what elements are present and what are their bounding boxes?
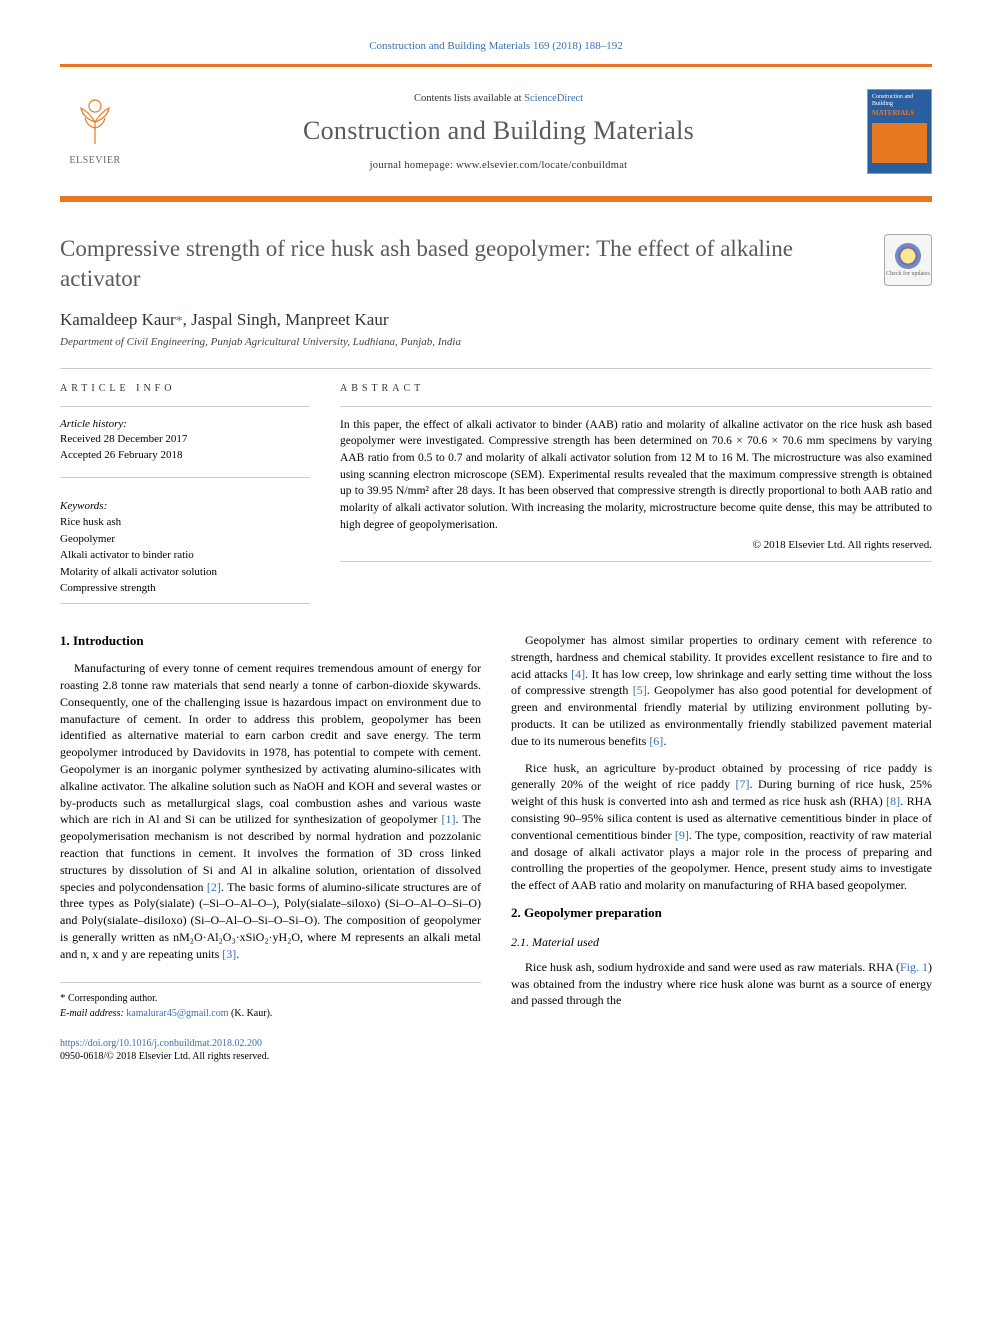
material-text-1a: Rice husk ash, sodium hydroxide and sand… xyxy=(525,960,900,974)
rule-5 xyxy=(340,561,932,562)
intro-text-1d: . xyxy=(236,947,239,961)
corr-author-label: Corresponding author. xyxy=(68,993,157,1004)
material-para-1: Rice husk ash, sodium hydroxide and sand… xyxy=(511,959,932,1009)
check-updates-badge[interactable]: Check for updates xyxy=(884,234,932,286)
homepage-prefix: journal homepage: xyxy=(370,160,456,171)
keyword: Compressive strength xyxy=(60,580,310,597)
contents-prefix: Contents lists available at xyxy=(414,93,524,104)
intro-text-1a: Manufacturing of every tonne of cement r… xyxy=(60,661,481,826)
top-rule xyxy=(60,64,932,67)
prep-heading: 2. Geopolymer preparation xyxy=(511,904,932,922)
journal-cover-thumb[interactable]: Construction and Building MATERIALS xyxy=(867,89,932,174)
cover-title: Construction and Building xyxy=(872,94,927,107)
keywords-block: Keywords: Rice husk ash Geopolymer Alkal… xyxy=(60,498,310,597)
citation-7[interactable]: [7] xyxy=(736,777,750,791)
body-columns: 1. Introduction Manufacturing of every t… xyxy=(60,632,932,1021)
homepage-line: journal homepage: www.elsevier.com/locat… xyxy=(130,160,867,171)
title-row: Compressive strength of rice husk ash ba… xyxy=(60,234,932,294)
author-1[interactable]: Kamaldeep Kaur xyxy=(60,310,176,329)
doi-link[interactable]: https://doi.org/10.1016/j.conbuildmat.20… xyxy=(60,1038,262,1049)
keyword: Geopolymer xyxy=(60,531,310,548)
check-updates-text: Check for updates xyxy=(886,271,930,277)
elsevier-tree-icon xyxy=(73,98,117,153)
cover-materials-label: MATERIALS xyxy=(872,109,927,117)
material-subheading: 2.1. Material used xyxy=(511,934,932,951)
abstract-heading: ABSTRACT xyxy=(340,383,932,394)
sciencedirect-link[interactable]: ScienceDirect xyxy=(524,93,583,104)
rule-4 xyxy=(340,406,932,407)
citation-5[interactable]: [5] xyxy=(633,683,647,697)
abstract-copyright: © 2018 Elsevier Ltd. All rights reserved… xyxy=(340,539,932,551)
citation-2[interactable]: [2] xyxy=(207,880,221,894)
intro-para-3: Rice husk, an agriculture by-product obt… xyxy=(511,760,932,894)
email-label: E-mail address: xyxy=(60,1008,126,1019)
banner-center: Contents lists available at ScienceDirec… xyxy=(130,93,867,171)
abstract-col: ABSTRACT In this paper, the effect of al… xyxy=(340,383,932,597)
corr-asterisk: * xyxy=(60,992,66,1004)
history-label: Article history: xyxy=(60,417,310,432)
keyword: Alkali activator to binder ratio xyxy=(60,547,310,564)
journal-banner: ELSEVIER Contents lists available at Sci… xyxy=(60,81,932,182)
intro-text-2d: . xyxy=(663,734,666,748)
affiliation: Department of Civil Engineering, Punjab … xyxy=(60,336,932,348)
citation-8[interactable]: [8] xyxy=(886,794,900,808)
issn-copyright-line: 0950-0618/© 2018 Elsevier Ltd. All right… xyxy=(60,1051,269,1062)
accepted-date: Accepted 26 February 2018 xyxy=(60,448,310,463)
received-date: Received 28 December 2017 xyxy=(60,432,310,447)
authors-line: Kamaldeep Kaur*, Jaspal Singh, Manpreet … xyxy=(60,310,932,330)
article-info-heading: ARTICLE INFO xyxy=(60,383,310,394)
citation-header: Construction and Building Materials 169 … xyxy=(60,40,932,52)
citation-9[interactable]: [9] xyxy=(675,828,689,842)
homepage-url[interactable]: www.elsevier.com/locate/conbuildmat xyxy=(456,160,627,171)
corresponding-footer: * Corresponding author. E-mail address: … xyxy=(60,982,481,1020)
contents-line: Contents lists available at ScienceDirec… xyxy=(130,93,867,104)
corresponding-mark: * xyxy=(176,314,183,329)
publisher-logo[interactable]: ELSEVIER xyxy=(60,92,130,172)
citation-3[interactable]: [3] xyxy=(222,947,236,961)
article-info-col: ARTICLE INFO Article history: Received 2… xyxy=(60,383,310,597)
keyword: Molarity of alkali activator solution xyxy=(60,564,310,581)
intro-para-1: Manufacturing of every tonne of cement r… xyxy=(60,660,481,962)
cover-artwork xyxy=(872,123,927,163)
fig-ref-1[interactable]: Fig. 1 xyxy=(900,960,928,974)
corr-email-link[interactable]: kamalurar45@gmail.com xyxy=(126,1008,228,1019)
keyword: Rice husk ash xyxy=(60,514,310,531)
history-block: Article history: Received 28 December 20… xyxy=(60,417,310,463)
authors-rest: , Jaspal Singh, Manpreet Kaur xyxy=(183,310,389,329)
article-title: Compressive strength of rice husk ash ba… xyxy=(60,234,810,294)
citation-6[interactable]: [6] xyxy=(649,734,663,748)
rule-1 xyxy=(60,368,932,369)
body-col-right: Geopolymer has almost similar properties… xyxy=(511,632,932,1021)
citation-1[interactable]: [1] xyxy=(441,812,455,826)
rule-2 xyxy=(60,406,310,407)
crossmark-icon xyxy=(895,243,921,269)
email-suffix: (K. Kaur). xyxy=(229,1008,273,1019)
info-abstract-row: ARTICLE INFO Article history: Received 2… xyxy=(60,383,932,597)
body-col-left: 1. Introduction Manufacturing of every t… xyxy=(60,632,481,1021)
bottom-rule xyxy=(60,196,932,202)
intro-para-2: Geopolymer has almost similar properties… xyxy=(511,632,932,750)
page-container: Construction and Building Materials 169 … xyxy=(0,0,992,1103)
doi-footer: https://doi.org/10.1016/j.conbuildmat.20… xyxy=(60,1037,932,1063)
abstract-text: In this paper, the effect of alkali acti… xyxy=(340,417,932,534)
citation-4[interactable]: [4] xyxy=(571,667,585,681)
keywords-label: Keywords: xyxy=(60,498,310,515)
rule-3 xyxy=(60,477,310,478)
intro-heading: 1. Introduction xyxy=(60,632,481,650)
publisher-name: ELSEVIER xyxy=(69,155,120,166)
journal-name: Construction and Building Materials xyxy=(130,116,867,146)
rule-6 xyxy=(60,603,310,604)
